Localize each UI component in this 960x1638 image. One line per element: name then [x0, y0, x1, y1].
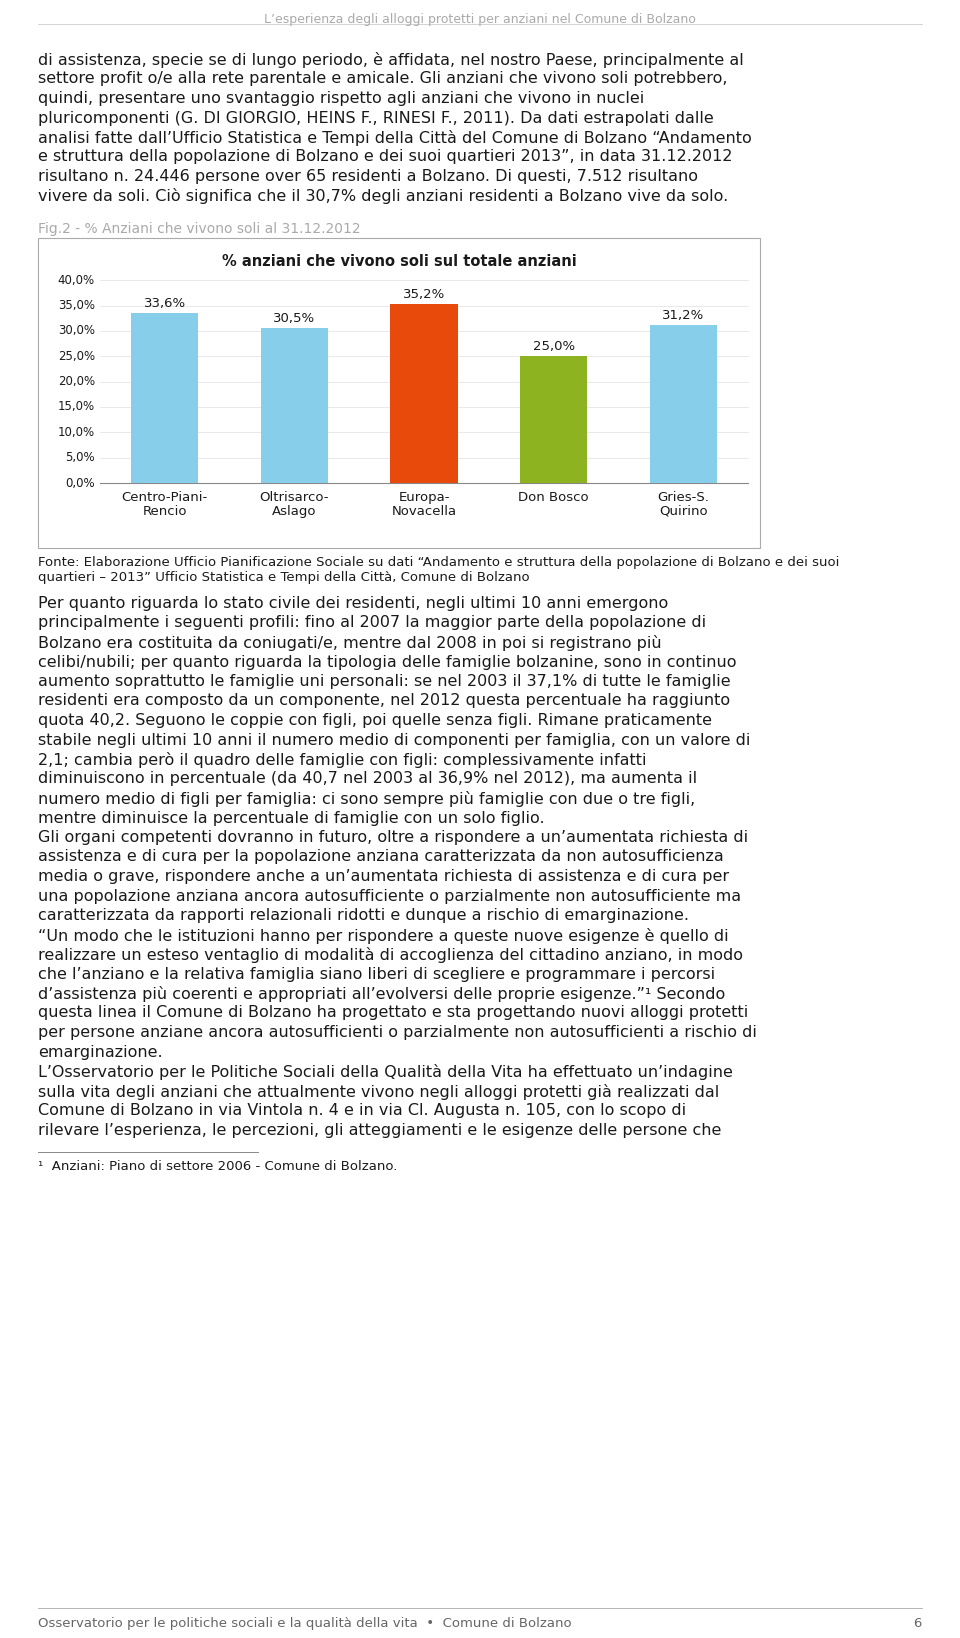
- Text: per persone anziane ancora autosufficienti o parzialmente non autosufficienti a : per persone anziane ancora autosufficien…: [38, 1025, 756, 1040]
- Text: che l’anziano e la relativa famiglia siano liberi di scegliere e programmare i p: che l’anziano e la relativa famiglia sia…: [38, 966, 715, 981]
- Text: diminuiscono in percentuale (da 40,7 nel 2003 al 36,9% nel 2012), ma aumenta il: diminuiscono in percentuale (da 40,7 nel…: [38, 771, 697, 786]
- Text: realizzare un esteso ventaglio di modalità di accoglienza del cittadino anziano,: realizzare un esteso ventaglio di modali…: [38, 947, 743, 963]
- Text: aumento soprattutto le famiglie uni personali: se nel 2003 il 37,1% di tutte le : aumento soprattutto le famiglie uni pers…: [38, 673, 731, 690]
- Text: quota 40,2. Seguono le coppie con figli, poi quelle senza figli. Rimane praticam: quota 40,2. Seguono le coppie con figli,…: [38, 713, 712, 727]
- Text: emarginazione.: emarginazione.: [38, 1045, 162, 1060]
- Text: 10,0%: 10,0%: [58, 426, 95, 439]
- Text: L’esperienza degli alloggi protetti per anziani nel Comune di Bolzano: L’esperienza degli alloggi protetti per …: [264, 13, 696, 26]
- Text: 35,0%: 35,0%: [58, 300, 95, 311]
- Text: e struttura della popolazione di Bolzano e dei suoi quartieri 2013”, in data 31.: e struttura della popolazione di Bolzano…: [38, 149, 732, 164]
- Text: di assistenza, specie se di lungo periodo, è affidata, nel nostro Paese, princip: di assistenza, specie se di lungo period…: [38, 52, 744, 69]
- Text: 30,5%: 30,5%: [274, 313, 316, 326]
- Text: principalmente i seguenti profili: fino al 2007 la maggior parte della popolazio: principalmente i seguenti profili: fino …: [38, 616, 707, 631]
- Text: Gli organi competenti dovranno in futuro, oltre a rispondere a un’aumentata rich: Gli organi competenti dovranno in futuro…: [38, 830, 748, 845]
- Text: Bolzano era costituita da coniugati/e, mentre dal 2008 in poi si registrano più: Bolzano era costituita da coniugati/e, m…: [38, 636, 661, 650]
- Text: d’assistenza più coerenti e appropriati all’evolversi delle proprie esigenze.”¹ : d’assistenza più coerenti e appropriati …: [38, 986, 725, 1002]
- Text: numero medio di figli per famiglia: ci sono sempre più famiglie con due o tre fi: numero medio di figli per famiglia: ci s…: [38, 791, 695, 808]
- Text: 6: 6: [914, 1617, 922, 1630]
- Text: 15,0%: 15,0%: [58, 400, 95, 413]
- Text: 20,0%: 20,0%: [58, 375, 95, 388]
- Text: residenti era composto da un componente, nel 2012 questa percentuale ha raggiunt: residenti era composto da un componente,…: [38, 693, 731, 709]
- Text: vivere da soli. Ciò significa che il 30,7% degli anziani residenti a Bolzano viv: vivere da soli. Ciò significa che il 30,…: [38, 188, 729, 205]
- Text: Don Bosco: Don Bosco: [518, 491, 588, 505]
- Text: Per quanto riguarda lo stato civile dei residenti, negli ultimi 10 anni emergono: Per quanto riguarda lo stato civile dei …: [38, 596, 668, 611]
- Text: quindi, presentare uno svantaggio rispetto agli anziani che vivono in nuclei: quindi, presentare uno svantaggio rispet…: [38, 92, 644, 106]
- Text: Gries-S.: Gries-S.: [658, 491, 709, 505]
- Text: rilevare l’esperienza, le percezioni, gli atteggiamenti e le esigenze delle pers: rilevare l’esperienza, le percezioni, gl…: [38, 1122, 721, 1137]
- Text: L’Osservatorio per le Politiche Sociali della Qualità della Vita ha effettuato u: L’Osservatorio per le Politiche Sociali …: [38, 1065, 732, 1079]
- Text: 33,6%: 33,6%: [144, 296, 186, 310]
- Text: ¹  Anziani: Piano di settore 2006 - Comune di Bolzano.: ¹ Anziani: Piano di settore 2006 - Comun…: [38, 1160, 397, 1173]
- Text: assistenza e di cura per la popolazione anziana caratterizzata da non autosuffic: assistenza e di cura per la popolazione …: [38, 850, 724, 865]
- Text: Europa-: Europa-: [398, 491, 449, 505]
- Text: Fig.2 - % Anziani che vivono soli al 31.12.2012: Fig.2 - % Anziani che vivono soli al 31.…: [38, 223, 361, 236]
- Text: Comune di Bolzano in via Vintola n. 4 e in via Cl. Augusta n. 105, con lo scopo : Comune di Bolzano in via Vintola n. 4 e …: [38, 1102, 686, 1119]
- Text: Aslago: Aslago: [272, 505, 317, 518]
- Text: questa linea il Comune di Bolzano ha progettato e sta progettando nuovi alloggi : questa linea il Comune di Bolzano ha pro…: [38, 1006, 748, 1020]
- Text: % anziani che vivono soli sul totale anziani: % anziani che vivono soli sul totale anz…: [222, 254, 576, 269]
- Text: 35,2%: 35,2%: [403, 288, 445, 301]
- Text: 31,2%: 31,2%: [662, 310, 705, 321]
- Text: risultano n. 24.446 persone over 65 residenti a Bolzano. Di questi, 7.512 risult: risultano n. 24.446 persone over 65 resi…: [38, 169, 698, 183]
- Text: pluricomponenti (G. DI GIORGIO, HEINS F., RINESI F., 2011). Da dati estrapolati : pluricomponenti (G. DI GIORGIO, HEINS F.…: [38, 110, 713, 126]
- Text: settore profit o/e alla rete parentale e amicale. Gli anziani che vivono soli po: settore profit o/e alla rete parentale e…: [38, 72, 728, 87]
- Text: 25,0%: 25,0%: [58, 351, 95, 362]
- Text: Novacella: Novacella: [392, 505, 457, 518]
- Text: “Un modo che le istituzioni hanno per rispondere a queste nuove esigenze è quell: “Un modo che le istituzioni hanno per ri…: [38, 927, 729, 943]
- Text: Quirino: Quirino: [659, 505, 708, 518]
- Bar: [650, 324, 717, 483]
- Text: 5,0%: 5,0%: [65, 450, 95, 464]
- Text: 40,0%: 40,0%: [58, 274, 95, 287]
- Text: stabile negli ultimi 10 anni il numero medio di componenti per famiglia, con un : stabile negli ultimi 10 anni il numero m…: [38, 732, 751, 747]
- Text: Fonte: Elaborazione Ufficio Pianificazione Sociale su dati “Andamento e struttur: Fonte: Elaborazione Ufficio Pianificazio…: [38, 555, 839, 568]
- Text: mentre diminuisce la percentuale di famiglie con un solo figlio.: mentre diminuisce la percentuale di fami…: [38, 811, 544, 826]
- Text: Rencio: Rencio: [142, 505, 187, 518]
- Text: sulla vita degli anziani che attualmente vivono negli alloggi protetti già reali: sulla vita degli anziani che attualmente…: [38, 1083, 719, 1099]
- Text: 30,0%: 30,0%: [58, 324, 95, 337]
- Bar: [520, 355, 588, 483]
- Text: Oltrisarco-: Oltrisarco-: [259, 491, 329, 505]
- Bar: [391, 305, 458, 483]
- Text: quartieri – 2013” Ufficio Statistica e Tempi della Città, Comune di Bolzano: quartieri – 2013” Ufficio Statistica e T…: [38, 572, 530, 585]
- Bar: [132, 313, 199, 483]
- Bar: [261, 328, 328, 483]
- Text: caratterizzata da rapporti relazionali ridotti e dunque a rischio di emarginazio: caratterizzata da rapporti relazionali r…: [38, 907, 689, 922]
- Text: analisi fatte dall’Ufficio Statistica e Tempi della Città del Comune di Bolzano : analisi fatte dall’Ufficio Statistica e …: [38, 129, 752, 146]
- Text: 25,0%: 25,0%: [533, 341, 575, 354]
- Text: media o grave, rispondere anche a un’aumentata richiesta di assistenza e di cura: media o grave, rispondere anche a un’aum…: [38, 870, 730, 885]
- Text: 2,1; cambia però il quadro delle famiglie con figli: complessivamente infatti: 2,1; cambia però il quadro delle famigli…: [38, 752, 646, 768]
- Text: una popolazione anziana ancora autosufficiente o parzialmente non autosufficient: una popolazione anziana ancora autosuffi…: [38, 888, 741, 904]
- Text: celibi/nubili; per quanto riguarda la tipologia delle famiglie bolzanine, sono i: celibi/nubili; per quanto riguarda la ti…: [38, 655, 736, 670]
- Text: Centro-Piani-: Centro-Piani-: [122, 491, 208, 505]
- Bar: [38, 238, 760, 549]
- Text: Osservatorio per le politiche sociali e la qualità della vita  •  Comune di Bolz: Osservatorio per le politiche sociali e …: [38, 1617, 571, 1630]
- Text: 0,0%: 0,0%: [65, 477, 95, 490]
